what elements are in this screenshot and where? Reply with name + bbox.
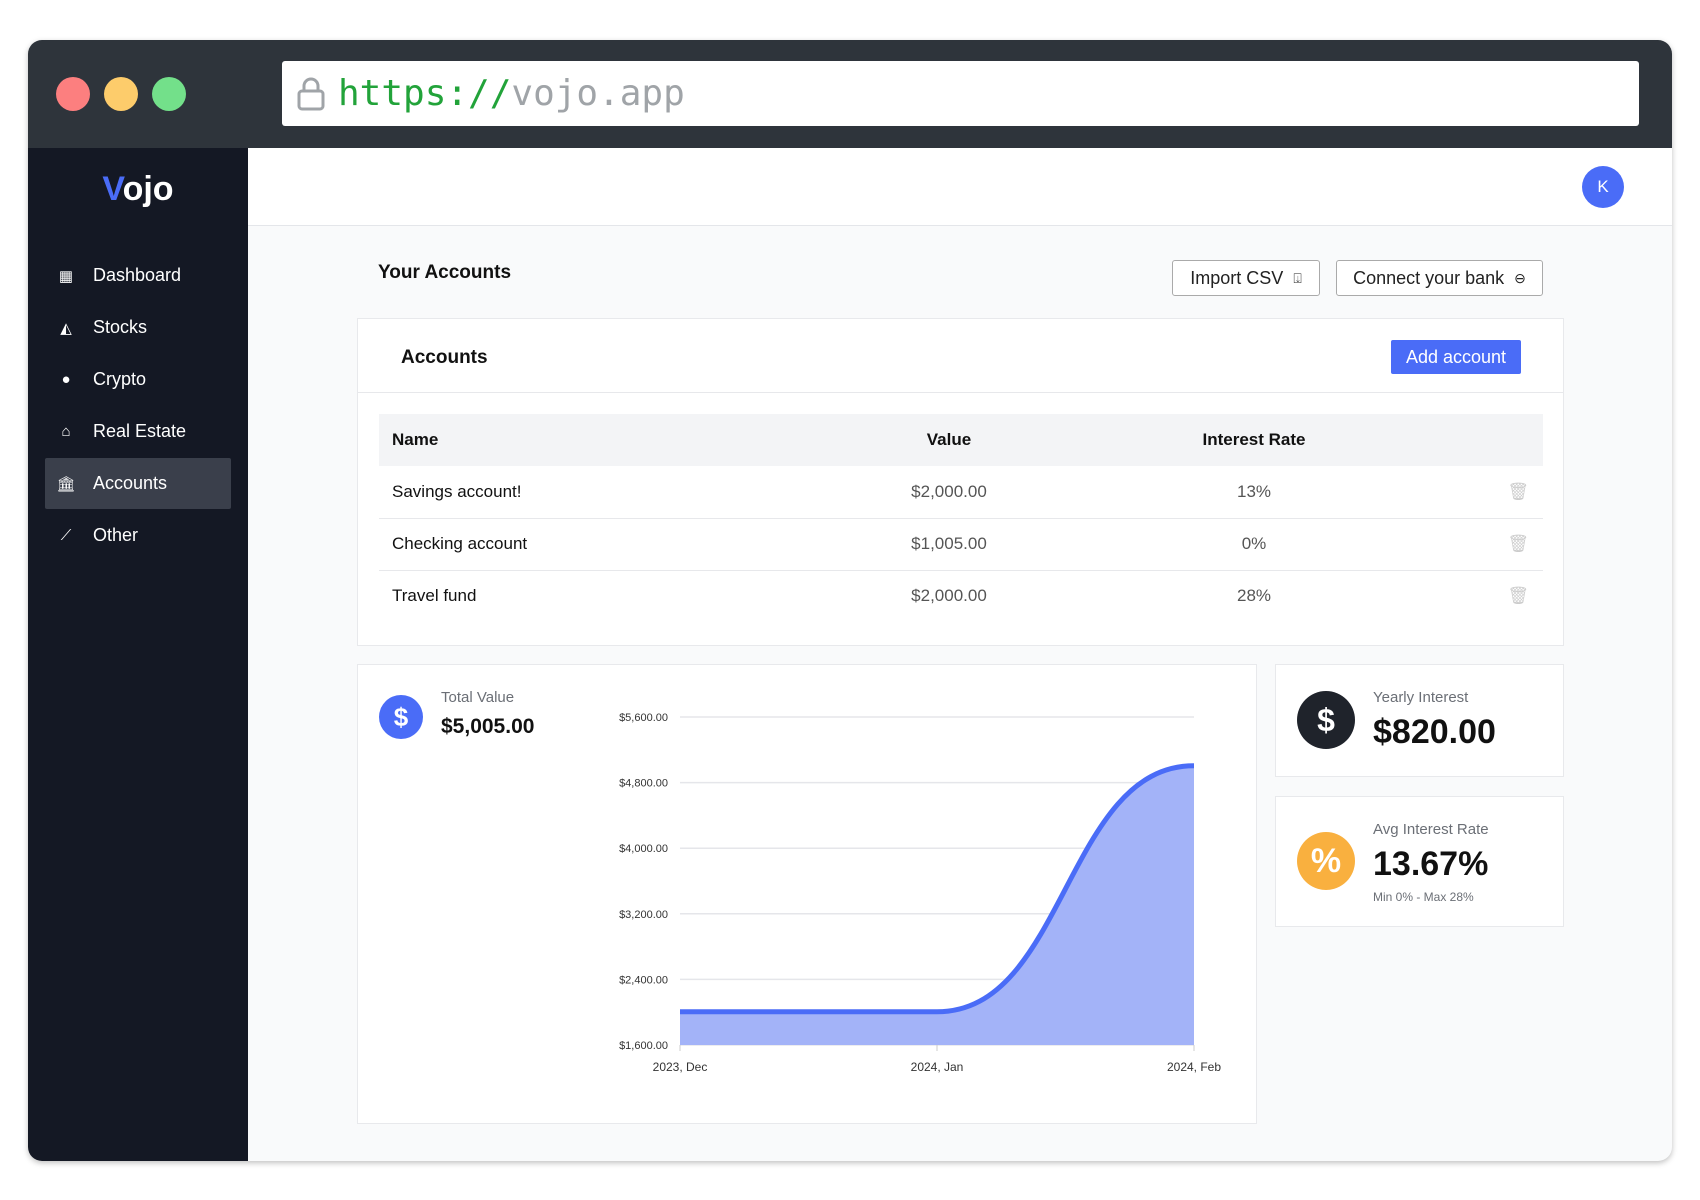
series-line xyxy=(679,763,1195,1015)
accounts-card-title: Accounts xyxy=(401,347,488,368)
close-window-button[interactable] xyxy=(56,77,90,111)
y-tick-label: $4,000.00 xyxy=(619,843,668,855)
minimize-window-button[interactable] xyxy=(104,77,138,111)
trash-icon[interactable]: 🗑 xyxy=(1409,466,1543,519)
line-chart-icon: ⟋ xyxy=(60,527,72,544)
avg-interest-range: Min 0% - Max 28% xyxy=(1373,890,1474,904)
connect-bank-button[interactable]: Connect your bank ⊖ xyxy=(1336,260,1543,296)
table-row[interactable]: Travel fund $2,000.00 28% 🗑 xyxy=(379,570,1543,622)
percent-icon: % xyxy=(1297,832,1355,890)
sidebar-item-accounts[interactable]: 🏛 Accounts xyxy=(45,458,231,509)
sidebar-item-dashboard[interactable]: ▦ Dashboard xyxy=(58,265,182,285)
sidebar-item-stocks[interactable]: ◭ Stocks xyxy=(45,302,231,353)
home-icon: ⌂ xyxy=(61,423,71,440)
sidebar: Vojo ▦ Dashboard ◭ Stocks ● Crypto ⌂ Real Es… xyxy=(28,148,248,1161)
sidebar-item-crypto[interactable]: ● Crypto xyxy=(45,354,231,405)
avg-interest-label: Avg Interest Rate xyxy=(1373,821,1489,838)
browser-window: https://vojo.app Vojo ▦ Dashboard ◭ Stocks… xyxy=(28,40,1672,1161)
divider xyxy=(358,392,1563,393)
y-tick-label: $1,600.00 xyxy=(619,1040,668,1052)
total-value-label: Total Value xyxy=(441,689,515,706)
total-value: $5,005.00 xyxy=(441,715,535,738)
x-tick-label: 2024, Feb xyxy=(1167,1060,1221,1074)
avg-interest-value: 13.67% xyxy=(1373,845,1489,883)
yearly-interest-label: Yearly Interest xyxy=(1373,689,1469,706)
link-icon: ⊖ xyxy=(1514,269,1526,286)
address-bar[interactable]: https://vojo.app xyxy=(282,61,1639,126)
sidebar-item-real-estate[interactable]: ⌂ Real Estate xyxy=(45,406,231,457)
page-title: Your Accounts xyxy=(378,262,512,283)
avg-interest-card: % Avg Interest Rate 13.67% Min 0% - Max … xyxy=(1275,796,1564,927)
y-tick-label: $5,600.00 xyxy=(619,712,668,724)
url-host: vojo.app xyxy=(511,73,685,114)
maximize-window-button[interactable] xyxy=(152,77,186,111)
import-csv-button[interactable]: Import CSV ⍗ xyxy=(1172,260,1320,296)
table-header: Name Value Interest Rate xyxy=(379,414,1543,466)
y-tick-label: $2,400.00 xyxy=(619,974,668,986)
table-row[interactable]: Savings account! $2,000.00 13% 🗑 xyxy=(379,466,1543,519)
x-tick-label: 2023, Dec xyxy=(653,1060,708,1074)
bitcoin-icon: ● xyxy=(61,371,71,388)
area-chart-icon: ◭ xyxy=(60,319,72,337)
y-tick-label: $4,800.00 xyxy=(619,778,668,790)
browser-titlebar: https://vojo.app xyxy=(28,40,1672,148)
dollar-icon: $ xyxy=(379,695,423,739)
url-protocol: https:// xyxy=(338,73,512,114)
accounts-table: Name Value Interest Rate Savings account… xyxy=(379,414,1543,622)
top-header: K xyxy=(248,148,1672,226)
add-account-button[interactable]: Add account xyxy=(1391,340,1521,374)
table-row[interactable]: Checking account $1,005.00 0% 🗑 xyxy=(379,518,1543,571)
total-value-chart: $1,600.00 $2,400.00 $3,200.00 $4,000.00 $4,8… xyxy=(619,712,1221,1074)
import-icon: ⍗ xyxy=(1293,269,1302,286)
accounts-card: Accounts Add account Name Value Interest… xyxy=(357,318,1564,646)
logo[interactable]: Vojo xyxy=(102,170,174,208)
avatar[interactable]: K xyxy=(1582,166,1624,208)
sidebar-item-other[interactable]: ⟋ Other xyxy=(45,510,231,561)
lock-icon xyxy=(297,77,325,110)
trash-icon[interactable]: 🗑 xyxy=(1507,586,1529,606)
y-tick-label: $3,200.00 xyxy=(619,909,668,921)
dollar-icon: $ xyxy=(1297,691,1355,749)
yearly-interest-value: $820.00 xyxy=(1373,713,1496,751)
x-tick-label: 2024, Jan xyxy=(911,1060,964,1074)
dashboard-icon: ▦ xyxy=(58,267,74,285)
trash-icon[interactable]: 🗑 xyxy=(1409,518,1543,571)
yearly-interest-card: $ Yearly Interest $820.00 xyxy=(1275,664,1564,777)
bank-icon: 🏛 xyxy=(56,475,76,493)
area-fill xyxy=(680,765,1194,1045)
